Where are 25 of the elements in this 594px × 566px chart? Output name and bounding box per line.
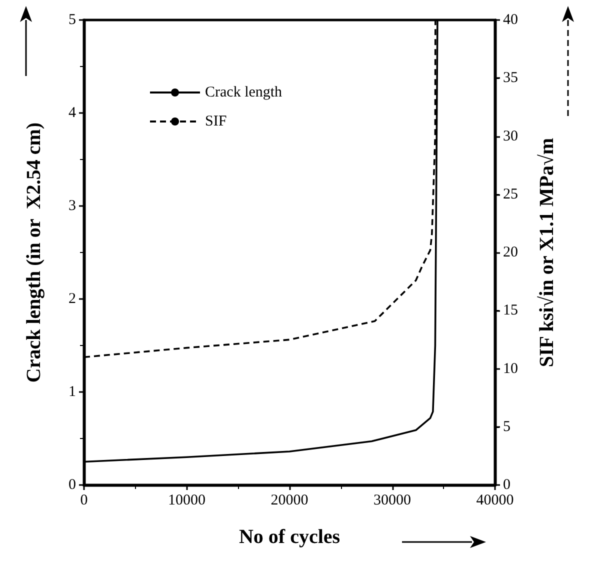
legend-label: Crack length: [205, 84, 283, 100]
y2-tick-label: 20: [503, 244, 518, 260]
y-axis-title: Crack length (in or X2.54 cm): [23, 122, 45, 383]
x-tick-label: 40000: [476, 492, 514, 508]
x-tick-label: 10000: [168, 492, 206, 508]
y-tick-label: 0: [68, 477, 76, 493]
y-tick-label: 5: [68, 12, 76, 28]
x-tick-label: 30000: [374, 492, 411, 508]
y2-tick-label: 0: [503, 477, 510, 493]
y-tick-label: 3: [68, 198, 76, 214]
y-tick-label: 4: [68, 105, 76, 121]
y2-tick-label: 25: [503, 186, 518, 202]
x-axis-title: No of cycles: [238, 526, 340, 548]
y-tick-label: 2: [68, 291, 76, 307]
y2-tick-label: 30: [503, 128, 518, 144]
legend-label: SIF: [205, 114, 227, 130]
y-tick-label: 1: [68, 384, 76, 400]
y2-tick-label: 5: [503, 418, 510, 435]
y2-tick-label: 40: [503, 12, 518, 28]
x-tick-label: 0: [80, 492, 88, 508]
x-tick-label: 20000: [270, 492, 308, 508]
y2-tick-label: 35: [503, 70, 518, 86]
y2-tick-label: 15: [503, 302, 518, 319]
y2-axis-title: SIF ksi√in or X1.1 MPa√m: [536, 138, 558, 368]
y2-tick-label: 10: [503, 360, 518, 377]
